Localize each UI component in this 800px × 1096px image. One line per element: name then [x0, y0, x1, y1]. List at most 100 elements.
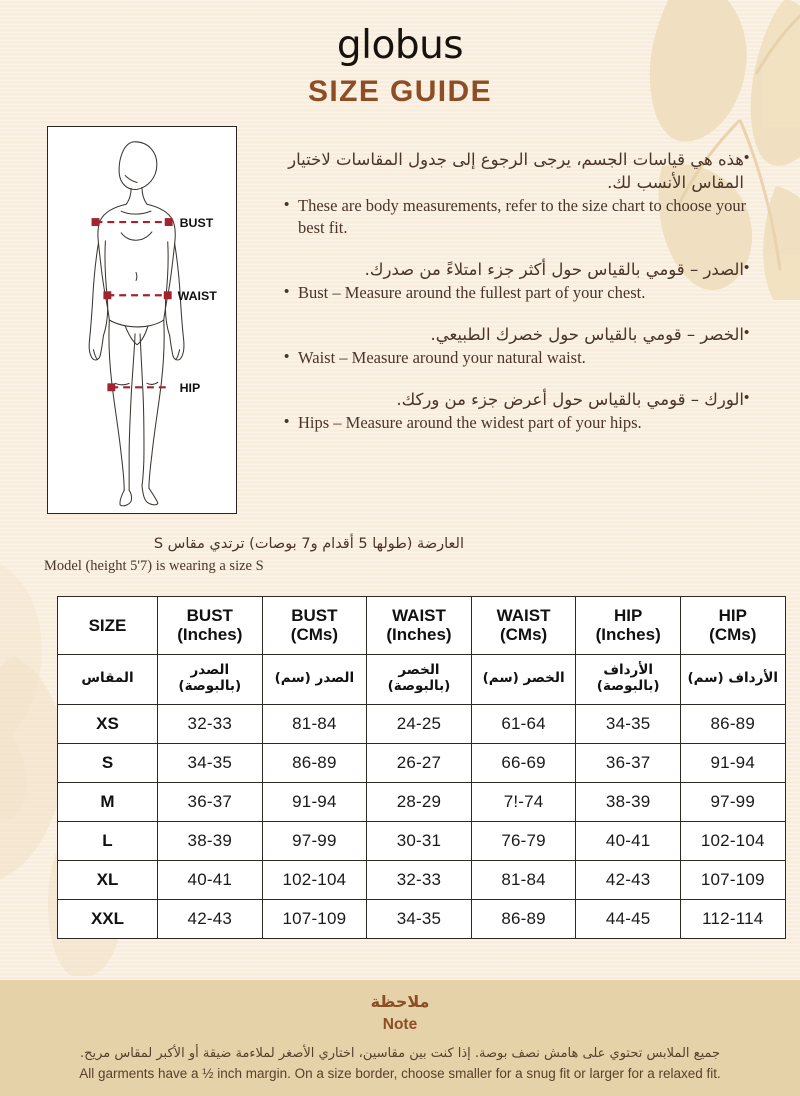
bullet-dot-icon: • [284, 348, 290, 366]
note-body-arabic: جميع الملابس تحتوي على هامش نصف بوصة. إذ… [79, 1045, 721, 1061]
instruction-text-english: Hips – Measure around the widest part of… [298, 413, 642, 433]
header-waist-cms-arabic: الخصر (سم) [470, 654, 577, 705]
instruction-arabic-row: • الورك – قومي بالقياس حول أعرض جزء من و… [284, 388, 758, 411]
brand-logo: globus [336, 23, 464, 68]
instruction-group-general: • هذه هي قياسات الجسم، يرجى الرجوع إلى ج… [284, 148, 758, 239]
hip-measure-line [107, 383, 169, 392]
bullet-dot-icon: • [744, 324, 750, 342]
cell-hip-in: 34-35 [575, 703, 681, 744]
cell-waist-cm: 76-79 [470, 820, 577, 861]
instruction-arabic-row: • الصدر – قومي بالقياس حول أكثر جزء امتل… [284, 258, 758, 281]
instruction-arabic-row: • الخصر – قومي بالقياس حول خصرك الطبيعي. [284, 323, 758, 346]
table-row: XL 40-41 102-104 32-33 81-84 42-43 107-1… [57, 859, 786, 900]
cell-bust-cm: 107-109 [261, 898, 368, 939]
model-caption: العارضة (طولها 5 أقدام و7 بوصات) ترتدي م… [44, 534, 464, 577]
bullet-dot-icon: • [284, 196, 290, 214]
figure-label-hip: HIP [180, 381, 201, 395]
bullet-dot-icon: • [744, 259, 750, 277]
cell-waist-in: 28-29 [366, 781, 472, 822]
cell-hip-in: 40-41 [575, 820, 681, 861]
cell-hip-cm: 102-104 [679, 820, 786, 861]
figure-label-bust: BUST [180, 216, 214, 230]
cell-size: S [57, 742, 158, 783]
table-header-row-english: SIZE BUST (Inches) BUST (CMs) WAIST (Inc… [57, 595, 786, 656]
header-hip-cms: HIP (CMs) [679, 595, 786, 656]
cell-bust-cm: 91-94 [261, 781, 368, 822]
cell-hip-in: 44-45 [575, 898, 681, 939]
cell-size: L [57, 820, 158, 861]
model-caption-english: Model (height 5'7) is wearing a size S [44, 558, 264, 575]
instruction-english-row: • These are body measurements, refer to … [284, 195, 758, 239]
instruction-english-row: • Hips – Measure around the widest part … [284, 412, 758, 434]
header-bust-cms: BUST (CMs) [261, 595, 368, 656]
figure-label-waist: WAIST [178, 289, 218, 303]
cell-size: XS [57, 703, 158, 744]
instruction-group-waist: • الخصر – قومي بالقياس حول خصرك الطبيعي.… [284, 323, 758, 369]
header-size-arabic: المقاس [57, 654, 158, 705]
instruction-text-arabic: الورك – قومي بالقياس حول أعرض جزء من ورك… [396, 390, 744, 410]
cell-bust-cm: 81-84 [261, 703, 368, 744]
instruction-text-arabic: الصدر – قومي بالقياس حول أكثر جزء امتلاء… [364, 260, 744, 280]
waist-measure-line [103, 291, 172, 300]
instruction-english-row: • Bust – Measure around the fullest part… [284, 282, 758, 304]
instruction-text-english: Bust – Measure around the fullest part o… [298, 283, 646, 303]
cell-waist-cm: 66-69 [470, 742, 577, 783]
cell-bust-in: 38-39 [157, 820, 263, 861]
instruction-text-arabic: الخصر – قومي بالقياس حول خصرك الطبيعي. [430, 325, 744, 345]
cell-hip-cm: 97-99 [679, 781, 786, 822]
cell-hip-in: 38-39 [575, 781, 681, 822]
cell-size: XXL [57, 898, 158, 939]
header-bust-inches: BUST (Inches) [157, 595, 263, 656]
cell-bust-in: 36-37 [157, 781, 263, 822]
instruction-text-english: These are body measurements, refer to th… [298, 196, 747, 238]
size-chart-table: SIZE BUST (Inches) BUST (CMs) WAIST (Inc… [57, 595, 786, 939]
bust-measure-line [91, 218, 173, 226]
cell-waist-in: 26-27 [366, 742, 472, 783]
header-bust-cms-arabic: الصدر (سم) [261, 654, 368, 705]
table-row: S 34-35 86-89 26-27 66-69 36-37 91-94 [57, 742, 786, 783]
cell-waist-in: 32-33 [366, 859, 472, 900]
page-title: SIZE GUIDE [307, 74, 493, 108]
cell-bust-cm: 97-99 [261, 820, 368, 861]
instruction-text-arabic: هذه هي قياسات الجسم، يرجى الرجوع إلى جدو… [288, 150, 744, 193]
bullet-dot-icon: • [744, 149, 750, 166]
cell-hip-cm: 112-114 [679, 898, 786, 939]
cell-bust-in: 42-43 [157, 898, 263, 939]
header-hip-inches-arabic: الأرداف (بالبوصة) [575, 654, 681, 705]
cell-waist-in: 34-35 [366, 898, 472, 939]
cell-hip-cm: 91-94 [679, 742, 786, 783]
cell-waist-in: 24-25 [366, 703, 472, 744]
note-body-english: All garments have a ½ inch margin. On a … [79, 1065, 721, 1081]
table-header-row-arabic: المقاس الصدر (بالبوصة) الصدر (سم) الخصر … [57, 654, 786, 705]
size-chart: SIZE BUST (Inches) BUST (CMs) WAIST (Inc… [57, 595, 786, 939]
cell-bust-cm: 102-104 [261, 859, 368, 900]
model-caption-arabic: العارضة (طولها 5 أقدام و7 بوصات) ترتدي م… [153, 536, 464, 552]
header-size: SIZE [57, 595, 158, 656]
cell-waist-cm: 86-89 [470, 898, 577, 939]
header-waist-inches-arabic: الخصر (بالبوصة) [366, 654, 472, 705]
header-hip-cms-arabic: الأرداف (سم) [679, 654, 786, 705]
table-row: M 36-37 91-94 28-29 7!-74 38-39 97-99 [57, 781, 786, 822]
note-section: ملاحظة Note جميع الملابس تحتوي على هامش … [0, 980, 800, 1096]
instruction-text-english: Waist – Measure around your natural wais… [298, 348, 586, 368]
cell-waist-cm: 81-84 [470, 859, 577, 900]
cell-bust-in: 34-35 [157, 742, 263, 783]
instruction-group-hips: • الورك – قومي بالقياس حول أعرض جزء من و… [284, 388, 758, 434]
cell-hip-cm: 86-89 [679, 703, 786, 744]
cell-bust-in: 40-41 [157, 859, 263, 900]
instruction-english-row: • Waist – Measure around your natural wa… [284, 347, 758, 369]
bullet-dot-icon: • [744, 389, 750, 407]
model-figure: BUST WAIST HIP [47, 126, 237, 514]
cell-size: M [57, 781, 158, 822]
measurement-instructions: • هذه هي قياسات الجسم، يرجى الرجوع إلى ج… [284, 148, 758, 435]
table-row: XS 32-33 81-84 24-25 61-64 34-35 86-89 [57, 703, 786, 744]
header-bust-inches-arabic: الصدر (بالبوصة) [157, 654, 263, 705]
bullet-dot-icon: • [284, 413, 290, 431]
cell-waist-in: 30-31 [366, 820, 472, 861]
cell-waist-cm: 7!-74 [470, 781, 577, 822]
cell-hip-cm: 107-109 [679, 859, 786, 900]
cell-bust-in: 32-33 [157, 703, 263, 744]
header-hip-inches: HIP (Inches) [575, 595, 681, 656]
cell-hip-in: 36-37 [575, 742, 681, 783]
